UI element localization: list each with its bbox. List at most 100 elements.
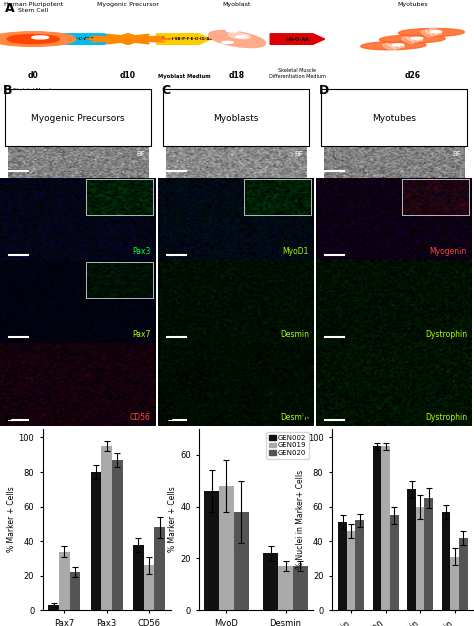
Ellipse shape [410, 34, 423, 41]
Text: BF: BF [452, 151, 461, 156]
Text: Myotubes: Myotubes [372, 113, 416, 123]
Bar [401, 180, 468, 215]
Text: Skeletal Muscle
Differentiation Medium: Skeletal Muscle Differentiation Medium [269, 68, 326, 79]
Bar [338, 522, 347, 610]
Circle shape [392, 44, 404, 46]
Ellipse shape [399, 28, 464, 37]
Polygon shape [85, 34, 171, 44]
Text: d0: d0 [28, 71, 38, 80]
Text: D: D [319, 85, 329, 97]
Bar [390, 515, 399, 610]
Bar [373, 446, 382, 610]
Circle shape [430, 31, 442, 33]
Text: Myogenic Precursors: Myogenic Precursors [31, 113, 125, 123]
Text: Desmin: Desmin [280, 413, 309, 421]
Text: Myogenin: Myogenin [430, 247, 467, 256]
Bar [264, 553, 278, 610]
Circle shape [222, 41, 233, 43]
Text: CD56: CD56 [130, 413, 151, 421]
Bar [133, 545, 144, 610]
Bar [70, 572, 80, 610]
FancyBboxPatch shape [163, 89, 309, 146]
Bar [59, 552, 70, 610]
Circle shape [236, 36, 247, 38]
FancyArrow shape [156, 34, 211, 44]
Bar [86, 262, 153, 297]
Text: MyoD1: MyoD1 [283, 247, 309, 256]
Text: Human Pluripotent
Stem Cell: Human Pluripotent Stem Cell [3, 3, 63, 13]
Legend: GEN002, GEN019, GEN020: GEN002, GEN019, GEN020 [266, 433, 310, 459]
Circle shape [0, 32, 76, 46]
Text: E: E [4, 414, 13, 428]
Y-axis label: % Marker + Cells: % Marker + Cells [7, 486, 16, 553]
Ellipse shape [430, 28, 441, 34]
Text: Dystrophin: Dystrophin [425, 413, 467, 421]
Text: HS-E-C-AI-Dex-I-AA: HS-E-C-AI-Dex-I-AA [65, 37, 113, 41]
Bar [91, 472, 101, 610]
Text: Pax7: Pax7 [133, 330, 151, 339]
Bar [234, 512, 248, 610]
FancyBboxPatch shape [321, 89, 467, 146]
Bar [48, 605, 59, 610]
Text: Myoblasts: Myoblasts [213, 113, 258, 123]
Text: Skeletal Muscle
Induction Medium: Skeletal Muscle Induction Medium [9, 88, 57, 99]
Text: d18: d18 [229, 71, 245, 80]
Text: BF: BF [294, 151, 303, 156]
Bar [356, 520, 364, 610]
Text: F: F [165, 414, 173, 428]
Bar [86, 180, 153, 215]
Text: A: A [5, 3, 14, 16]
Text: G: G [301, 414, 311, 428]
Bar [244, 180, 310, 215]
Text: Myotubes: Myotubes [397, 3, 428, 8]
Text: HS-Dex-I-SB-P-F-E-O-IG-AA: HS-Dex-I-SB-P-F-E-O-IG-AA [155, 37, 213, 41]
Text: Myoblast: Myoblast [223, 3, 251, 8]
Text: I-N-O-AA: I-N-O-AA [285, 36, 309, 41]
Text: C: C [161, 85, 170, 97]
Text: d10: d10 [120, 71, 136, 80]
Bar [416, 506, 424, 610]
Circle shape [7, 34, 59, 44]
Text: Pax3: Pax3 [133, 247, 151, 256]
Y-axis label: % Nuclei in Marker+ Cells: % Nuclei in Marker+ Cells [296, 470, 305, 569]
Bar [293, 567, 308, 610]
Bar [154, 527, 165, 610]
Ellipse shape [383, 44, 396, 50]
Bar [278, 567, 293, 610]
Ellipse shape [361, 41, 426, 50]
Ellipse shape [391, 41, 404, 48]
Ellipse shape [387, 43, 400, 49]
Bar [424, 498, 433, 610]
Text: Myogenic Precursor: Myogenic Precursor [97, 3, 159, 8]
Circle shape [32, 36, 49, 39]
Bar [204, 491, 219, 610]
Ellipse shape [421, 31, 433, 37]
Bar [450, 557, 459, 610]
Text: BF: BF [136, 151, 145, 156]
FancyArrow shape [62, 34, 116, 44]
FancyBboxPatch shape [5, 89, 151, 146]
Ellipse shape [380, 35, 445, 43]
Ellipse shape [228, 33, 250, 39]
Ellipse shape [426, 29, 437, 36]
Bar [347, 531, 356, 610]
Bar [144, 565, 154, 610]
FancyArrow shape [270, 34, 325, 44]
Bar [407, 490, 416, 610]
Y-axis label: % Marker + Cells: % Marker + Cells [168, 486, 177, 553]
Text: Myoblast Medium: Myoblast Medium [157, 74, 210, 79]
Text: Dystrophin: Dystrophin [425, 330, 467, 339]
Bar [442, 512, 450, 610]
Ellipse shape [406, 36, 419, 42]
Circle shape [411, 38, 423, 39]
Ellipse shape [402, 37, 414, 43]
Circle shape [227, 30, 238, 32]
Text: Desmin: Desmin [280, 330, 309, 339]
Text: d26: d26 [404, 71, 420, 80]
Bar [382, 446, 390, 610]
Bar [101, 446, 112, 610]
Bar [459, 538, 467, 610]
Bar [219, 486, 234, 610]
Text: B: B [3, 85, 13, 97]
Bar [112, 460, 122, 610]
